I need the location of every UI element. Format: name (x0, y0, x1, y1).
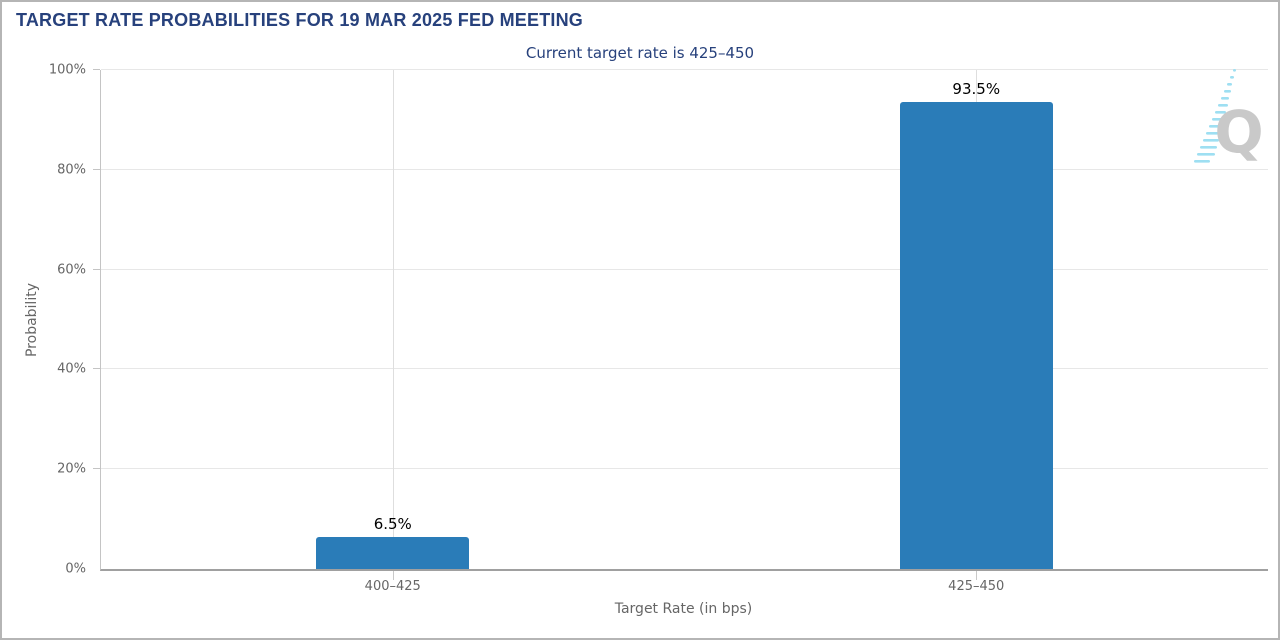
probability-bar[interactable] (899, 102, 1053, 569)
probability-bar[interactable] (316, 536, 470, 569)
bar-stack: 93.5% (685, 70, 1269, 569)
y-tick-label: 40% (57, 361, 86, 377)
logo-letter: Q (1214, 98, 1263, 166)
category-center-gridline (392, 70, 394, 569)
x-tick-label: 425–450 (948, 579, 1005, 594)
bar-column: 6.5% 400–425 (101, 70, 685, 594)
y-tick-mark (93, 268, 100, 270)
bar-stack: 6.5% (101, 70, 685, 569)
bar-value-label: 6.5% (373, 514, 412, 533)
chart-subtitle: Current target rate is 425–450 (525, 44, 755, 62)
gridline (101, 69, 1268, 70)
y-axis-labels: 0% 20% 40% 60% 80% 100% (2, 63, 94, 577)
y-tick-mark (93, 368, 100, 370)
x-tick-mark (392, 571, 394, 580)
gridline (101, 368, 1268, 370)
gridline (101, 468, 1268, 470)
y-tick-label: 0% (65, 561, 86, 577)
y-tick-label: 100% (48, 62, 86, 78)
plot-area: 6.5% 400–425 93.5% 425–450 (93, 69, 1269, 594)
gridline (101, 268, 1268, 270)
x-axis-title: Target Rate (in bps) (614, 601, 753, 617)
bar-value-label: 93.5% (952, 80, 1001, 99)
logo-dash-stripe (1194, 69, 1236, 163)
quikstrike-q-logo: Q (1194, 69, 1264, 166)
chart-title: TARGET RATE PROBABILITIES FOR 19 MAR 202… (16, 10, 583, 30)
x-tick-mark (976, 571, 978, 580)
y-tick-label: 60% (57, 262, 86, 278)
gridline (101, 168, 1268, 170)
x-tick-label: 400–425 (364, 579, 421, 594)
y-tick-mark (93, 69, 100, 70)
y-tick-mark (93, 468, 100, 470)
bars-layer: 6.5% 400–425 93.5% 425–450 (101, 70, 1269, 594)
y-tick-mark (93, 168, 100, 170)
y-tick-label: 80% (57, 162, 86, 178)
y-tick-label: 20% (57, 461, 86, 477)
bar-column: 93.5% 425–450 (685, 70, 1269, 594)
